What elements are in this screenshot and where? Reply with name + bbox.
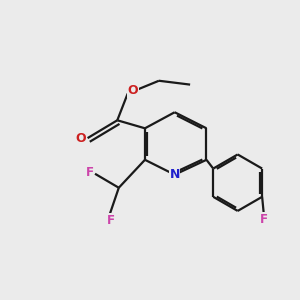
Text: N: N <box>169 168 180 181</box>
Text: O: O <box>76 132 86 145</box>
Text: F: F <box>260 213 268 226</box>
Text: F: F <box>86 167 94 179</box>
Text: O: O <box>128 84 138 97</box>
Text: F: F <box>107 214 115 227</box>
